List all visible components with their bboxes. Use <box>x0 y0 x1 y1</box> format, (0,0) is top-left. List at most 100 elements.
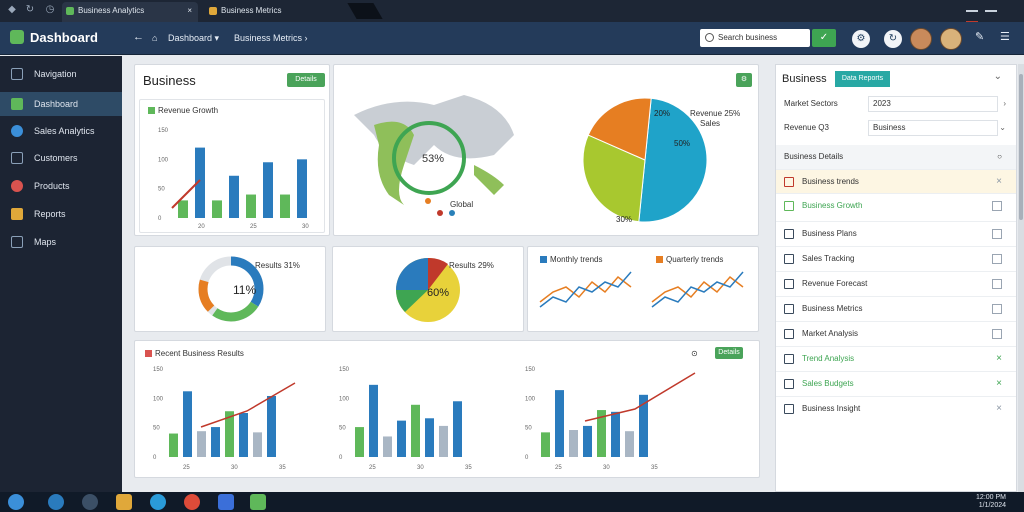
trend-line <box>200 382 296 428</box>
edit-icon[interactable]: ✎ <box>975 31 985 43</box>
avatar[interactable] <box>940 28 962 50</box>
field-value[interactable]: 2023 <box>868 96 998 112</box>
tab-business-analytics[interactable]: Business Analytics × <box>62 2 198 22</box>
checkbox[interactable] <box>992 201 1002 211</box>
y-tick-label: 100 <box>153 396 164 402</box>
menu-dashboard[interactable]: Dashboard ▾ <box>168 33 220 43</box>
window-controls <box>964 3 1014 23</box>
tab-business-metrics[interactable]: Business Metrics <box>205 2 355 22</box>
bar <box>597 410 606 457</box>
legend-dot <box>449 210 455 216</box>
list-item[interactable]: Business Metrics <box>776 296 1016 321</box>
menu-business-metrics[interactable]: Business Metrics › <box>234 33 308 43</box>
list-item[interactable]: Business Plans <box>776 221 1016 246</box>
checkbox[interactable] <box>992 329 1002 339</box>
pie-card: 60% Results 29% <box>332 246 524 332</box>
close-icon[interactable]: × <box>996 353 1002 364</box>
start-icon[interactable] <box>8 494 24 510</box>
field-value[interactable]: Business <box>868 120 998 136</box>
results-pie-chart <box>396 257 460 322</box>
list-item[interactable]: Business Insight × <box>776 396 1016 421</box>
checkbox[interactable] <box>992 254 1002 264</box>
window-menu-icon[interactable]: ◆ <box>8 4 16 15</box>
doc-icon <box>784 379 794 389</box>
list-item[interactable]: Sales Budgets × <box>776 371 1016 396</box>
menu-icon[interactable]: ☰ <box>1000 31 1010 43</box>
data-reports-badge[interactable]: Data Reports <box>835 71 890 87</box>
close-icon[interactable]: × <box>996 378 1002 389</box>
history-icon[interactable]: ◷ <box>45 4 55 15</box>
sidebar-item-sales[interactable]: Sales Analytics <box>0 119 122 143</box>
chevron-down-icon[interactable]: ⌄ <box>993 71 1002 82</box>
app-icon[interactable] <box>250 494 266 510</box>
back-arrow-icon[interactable]: ← <box>133 31 144 43</box>
refresh-icon[interactable]: ⊙ <box>691 349 698 358</box>
bar <box>397 420 406 457</box>
home-nav-icon[interactable]: ⌂ <box>152 33 158 43</box>
sidebar-item-navigation[interactable]: Navigation <box>0 62 122 86</box>
y-tick-label: 100 <box>525 396 536 402</box>
search-submit-button[interactable]: ✓ <box>812 29 836 47</box>
details-button[interactable]: Details <box>715 347 743 359</box>
list-item[interactable]: Business trends × <box>776 169 1016 194</box>
list-item[interactable]: Revenue Forecast <box>776 271 1016 296</box>
sidebar-item-maps[interactable]: Maps <box>0 230 122 254</box>
search-input[interactable]: Search business <box>700 29 810 47</box>
legend-label: Revenue Growth <box>158 106 219 115</box>
panel-title: Business <box>143 73 196 88</box>
chrome-icon[interactable] <box>184 494 200 510</box>
checkbox[interactable] <box>992 229 1002 239</box>
sidebar-item-products[interactable]: Products <box>0 174 122 198</box>
chevron-down-icon[interactable]: ⌄ <box>999 123 1006 132</box>
revenue-pie-chart <box>582 97 708 223</box>
business-details-panel: Business Data Reports ⌄ Market Sectors 2… <box>775 64 1017 492</box>
ie-icon[interactable] <box>48 494 64 510</box>
app-brand[interactable]: Dashboard <box>10 30 98 45</box>
clock[interactable]: 12:00 PM 1/1/2024 <box>976 494 1006 509</box>
media-icon[interactable] <box>150 494 166 510</box>
list-item[interactable]: Sales Tracking <box>776 246 1016 271</box>
app-icon[interactable] <box>218 494 234 510</box>
checkbox[interactable] <box>992 304 1002 314</box>
y-tick-label: 150 <box>339 367 350 373</box>
sidebar-item-label: Maps <box>34 237 57 247</box>
x-tick-label: 25 <box>183 465 190 471</box>
tab-close-icon[interactable]: × <box>187 6 192 15</box>
settings-button[interactable]: ⚙ <box>736 73 752 87</box>
scrollbar[interactable] <box>1018 64 1024 492</box>
search-icon[interactable]: ○ <box>997 152 1002 161</box>
sidebar-item-dashboard[interactable]: Dashboard <box>0 92 122 116</box>
app-icon[interactable] <box>82 494 98 510</box>
details-button[interactable]: Details <box>287 73 325 87</box>
logo-icon <box>10 30 24 44</box>
line-legend: Monthly trends <box>540 255 602 264</box>
donut-chart <box>198 256 264 322</box>
users-icon <box>11 152 23 164</box>
list-item-label: Business Plans <box>802 229 857 238</box>
maximize-icon[interactable] <box>984 10 997 12</box>
minimize-icon[interactable] <box>966 10 978 12</box>
list-item[interactable]: Trend Analysis × <box>776 346 1016 371</box>
list-item[interactable]: Business Growth <box>776 193 1016 218</box>
tab-label: Business Metrics <box>221 6 282 15</box>
folder-icon[interactable] <box>116 494 132 510</box>
bar <box>569 430 578 457</box>
checkbox[interactable] <box>992 279 1002 289</box>
bar <box>212 200 222 218</box>
close-icon[interactable]: × <box>996 403 1002 414</box>
avatar[interactable] <box>910 28 932 50</box>
sidebar-item-reports[interactable]: Reports <box>0 202 122 226</box>
scrollbar-thumb[interactable] <box>1019 74 1023 220</box>
bar <box>239 413 248 457</box>
bar <box>253 432 262 457</box>
x-tick-label: 20 <box>198 224 205 230</box>
reload-icon[interactable]: ↻ <box>25 4 35 15</box>
sidebar-item-customers[interactable]: Customers <box>0 146 122 170</box>
close-icon[interactable]: × <box>996 176 1002 187</box>
x-tick-label: 30 <box>302 224 309 230</box>
list-item[interactable]: Market Analysis <box>776 321 1016 346</box>
x-tick-label: 30 <box>231 465 238 471</box>
chevron-right-icon[interactable]: › <box>1003 99 1006 108</box>
refresh-icon[interactable]: ↻ <box>884 30 902 48</box>
settings-icon[interactable]: ⚙ <box>852 30 870 48</box>
